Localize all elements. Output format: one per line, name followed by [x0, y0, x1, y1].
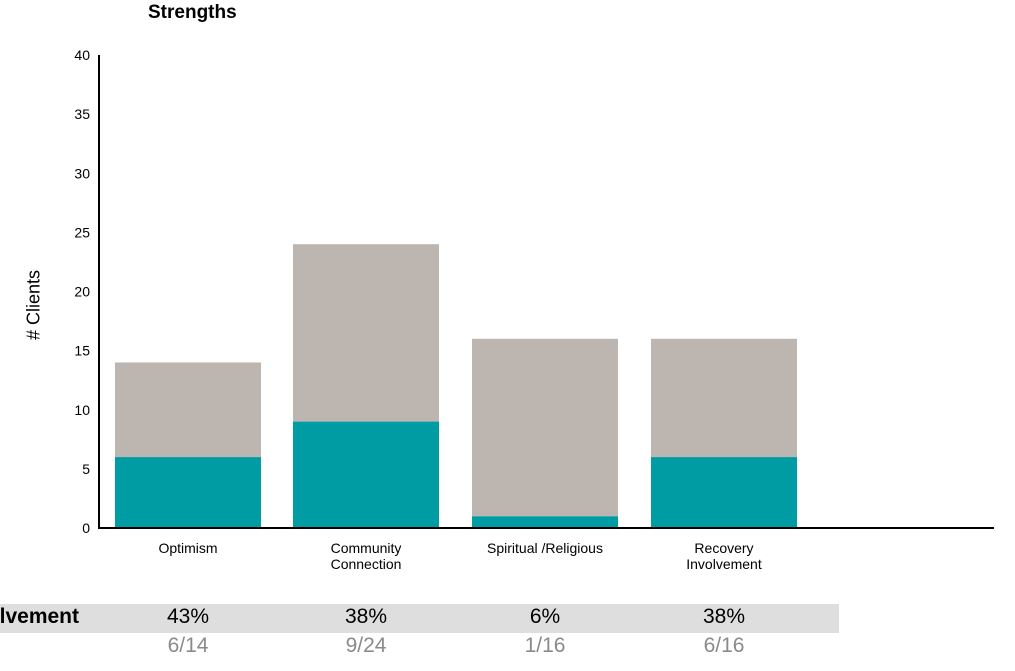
fraction-cell: 9/24	[345, 634, 387, 657]
chart-title: Strengths	[148, 2, 237, 23]
bar-segment-involved	[651, 457, 797, 528]
fraction-cell: 6/16	[703, 634, 745, 657]
fraction-row: 6/14 9/24 1/16 6/16	[0, 633, 839, 662]
y-tick-label: 10	[74, 402, 90, 418]
y-tick-label: 5	[82, 461, 90, 477]
bar-segment-involved	[472, 516, 618, 528]
x-category-label: Recovery Involvement	[686, 540, 762, 572]
fraction-cell: 1/16	[524, 634, 566, 657]
percent-cell: 38%	[344, 605, 388, 628]
bar-segment-involved	[115, 457, 261, 528]
bar-chart: 0 5 10 15 20 25 30 35 40 Optimism Community Connec…	[74, 47, 994, 572]
percent-cell: 43%	[166, 605, 210, 628]
row-header-involvement: Involvement	[0, 605, 79, 628]
y-tick-label: 25	[74, 224, 90, 240]
y-tick-label: 0	[82, 520, 90, 536]
percent-cell: 6%	[529, 605, 561, 628]
bar-segment-remaining	[293, 244, 439, 422]
percent-row: Involvement 43% 38% 6% 38%	[0, 604, 839, 633]
fraction-cell: 6/14	[167, 634, 209, 657]
bar-segment-involved	[293, 421, 439, 528]
bar-segment-remaining	[115, 362, 261, 458]
y-tick-label: 20	[74, 284, 90, 300]
y-tick-label: 35	[74, 106, 90, 122]
percent-cell: 38%	[702, 605, 746, 628]
y-tick-label: 40	[74, 47, 90, 63]
x-category-label: Community Connection	[331, 540, 402, 572]
y-tick-label: 30	[74, 165, 90, 181]
bar-segment-remaining	[472, 338, 618, 517]
y-tick-label: 15	[74, 343, 90, 359]
x-category-label: Spiritual /Religious	[487, 540, 603, 556]
x-category-label: Optimism	[158, 540, 217, 556]
bar-segment-remaining	[651, 338, 797, 458]
